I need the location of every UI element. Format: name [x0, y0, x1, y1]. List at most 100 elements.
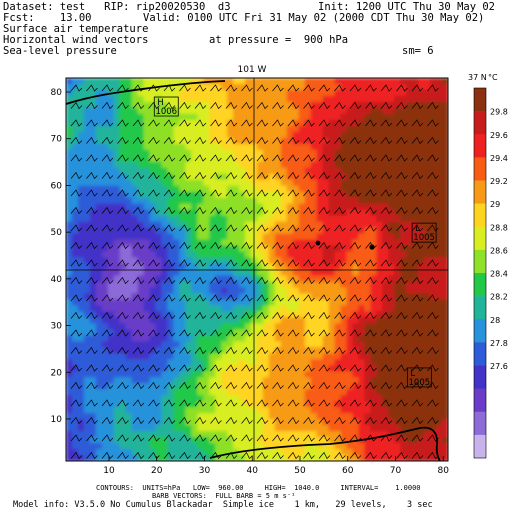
wind-barb	[70, 294, 83, 302]
colorbar-label: 28	[490, 316, 500, 325]
wind-barb	[365, 329, 377, 337]
wind-barb	[132, 329, 145, 337]
wind-barb	[241, 451, 253, 460]
wind-barb	[117, 136, 129, 145]
wind-barb	[303, 311, 315, 320]
wind-barb	[132, 399, 145, 407]
wind-barb	[349, 399, 362, 407]
wind-barb	[427, 416, 439, 425]
wind-barb	[272, 451, 284, 460]
wind-barb	[210, 189, 222, 197]
wind-barb	[272, 364, 284, 372]
colorbar-swatch	[474, 411, 486, 436]
colorbar-label: 29.4	[490, 154, 508, 163]
wind-barb	[70, 206, 83, 215]
wind-barb	[349, 119, 362, 127]
wind-barb	[210, 224, 222, 232]
wind-barb	[148, 154, 160, 162]
y-tick-label: 60	[51, 181, 63, 191]
colorbar-swatch	[474, 180, 486, 204]
wind-barb	[287, 451, 300, 460]
wind-barb	[241, 311, 253, 320]
wind-barb	[70, 136, 83, 145]
wind-barb	[287, 399, 300, 407]
wind-barb	[70, 189, 83, 197]
wind-barb	[256, 399, 269, 407]
wind-barb	[411, 224, 424, 232]
wind-barb	[225, 381, 238, 390]
longitude-label: 101 W	[238, 65, 267, 75]
wind-barb	[380, 329, 393, 337]
wind-barb	[287, 101, 300, 110]
wind-barb	[396, 84, 408, 92]
wind-barb	[101, 154, 114, 162]
wind-barb	[101, 136, 114, 145]
wind-barb	[318, 399, 331, 407]
wind-barb	[318, 136, 331, 145]
colorbar-swatch	[474, 134, 486, 158]
wind-barb	[365, 101, 377, 110]
wind-barb	[225, 311, 238, 320]
wind-barb	[210, 101, 222, 110]
wind-barb	[194, 224, 207, 232]
wind-barb	[241, 154, 253, 162]
wind-barb	[163, 224, 176, 232]
wind-barb	[163, 364, 176, 372]
wind-barb	[163, 381, 176, 390]
wind-barb	[427, 346, 439, 355]
wind-barb	[396, 311, 408, 320]
x-tick-label: 40	[246, 466, 258, 476]
wind-barb	[365, 84, 377, 92]
wind-barb	[163, 329, 176, 337]
wind-barb	[318, 416, 331, 425]
wind-barb	[101, 451, 114, 460]
colorbar-label: 28.8	[490, 223, 508, 232]
wind-barb	[272, 224, 284, 232]
wind-barb	[225, 206, 238, 215]
wind-barb	[303, 119, 315, 127]
colorbar-swatch	[474, 273, 486, 297]
wind-barb	[318, 241, 331, 250]
wind-barb	[256, 276, 269, 285]
wind-barb	[86, 416, 98, 425]
wind-barb	[396, 206, 408, 215]
wind-barb	[132, 119, 145, 127]
wind-barb	[225, 101, 238, 110]
wind-barb	[411, 346, 424, 355]
wind-barb	[256, 434, 269, 442]
wind-barb	[101, 381, 114, 390]
smoothing-label: sm= 6	[402, 45, 434, 57]
wind-barb	[132, 364, 145, 372]
colorbar-swatch	[474, 249, 486, 274]
colorbar-label: 28.6	[490, 246, 508, 255]
wind-barb	[303, 154, 315, 162]
station-dot	[369, 244, 375, 250]
wind-barb	[179, 276, 191, 285]
wind-barb	[117, 119, 129, 127]
wind-barb	[334, 101, 346, 110]
wind-barb	[225, 451, 238, 460]
wind-barb	[86, 101, 98, 110]
wind-barb	[86, 364, 98, 372]
wind-barb	[396, 381, 408, 390]
wind-barb	[225, 224, 238, 232]
wind-barb	[86, 119, 98, 127]
wind-barb	[349, 451, 362, 460]
wind-barb	[163, 189, 176, 197]
wind-barb	[210, 206, 222, 215]
y-tick-label: 80	[51, 88, 63, 98]
colorbar-swatch	[474, 296, 486, 320]
wind-barb	[349, 276, 362, 285]
wind-barb	[117, 84, 129, 92]
colorbar-swatch	[474, 203, 486, 228]
wind-barb	[411, 206, 424, 215]
x-tick-label: 70	[390, 466, 402, 476]
wind-barb	[256, 189, 269, 197]
wind-barb	[132, 346, 145, 355]
wind-barb	[86, 171, 98, 180]
wind-barb	[256, 206, 269, 215]
wind-barb	[241, 241, 253, 250]
wind-barb	[303, 171, 315, 180]
